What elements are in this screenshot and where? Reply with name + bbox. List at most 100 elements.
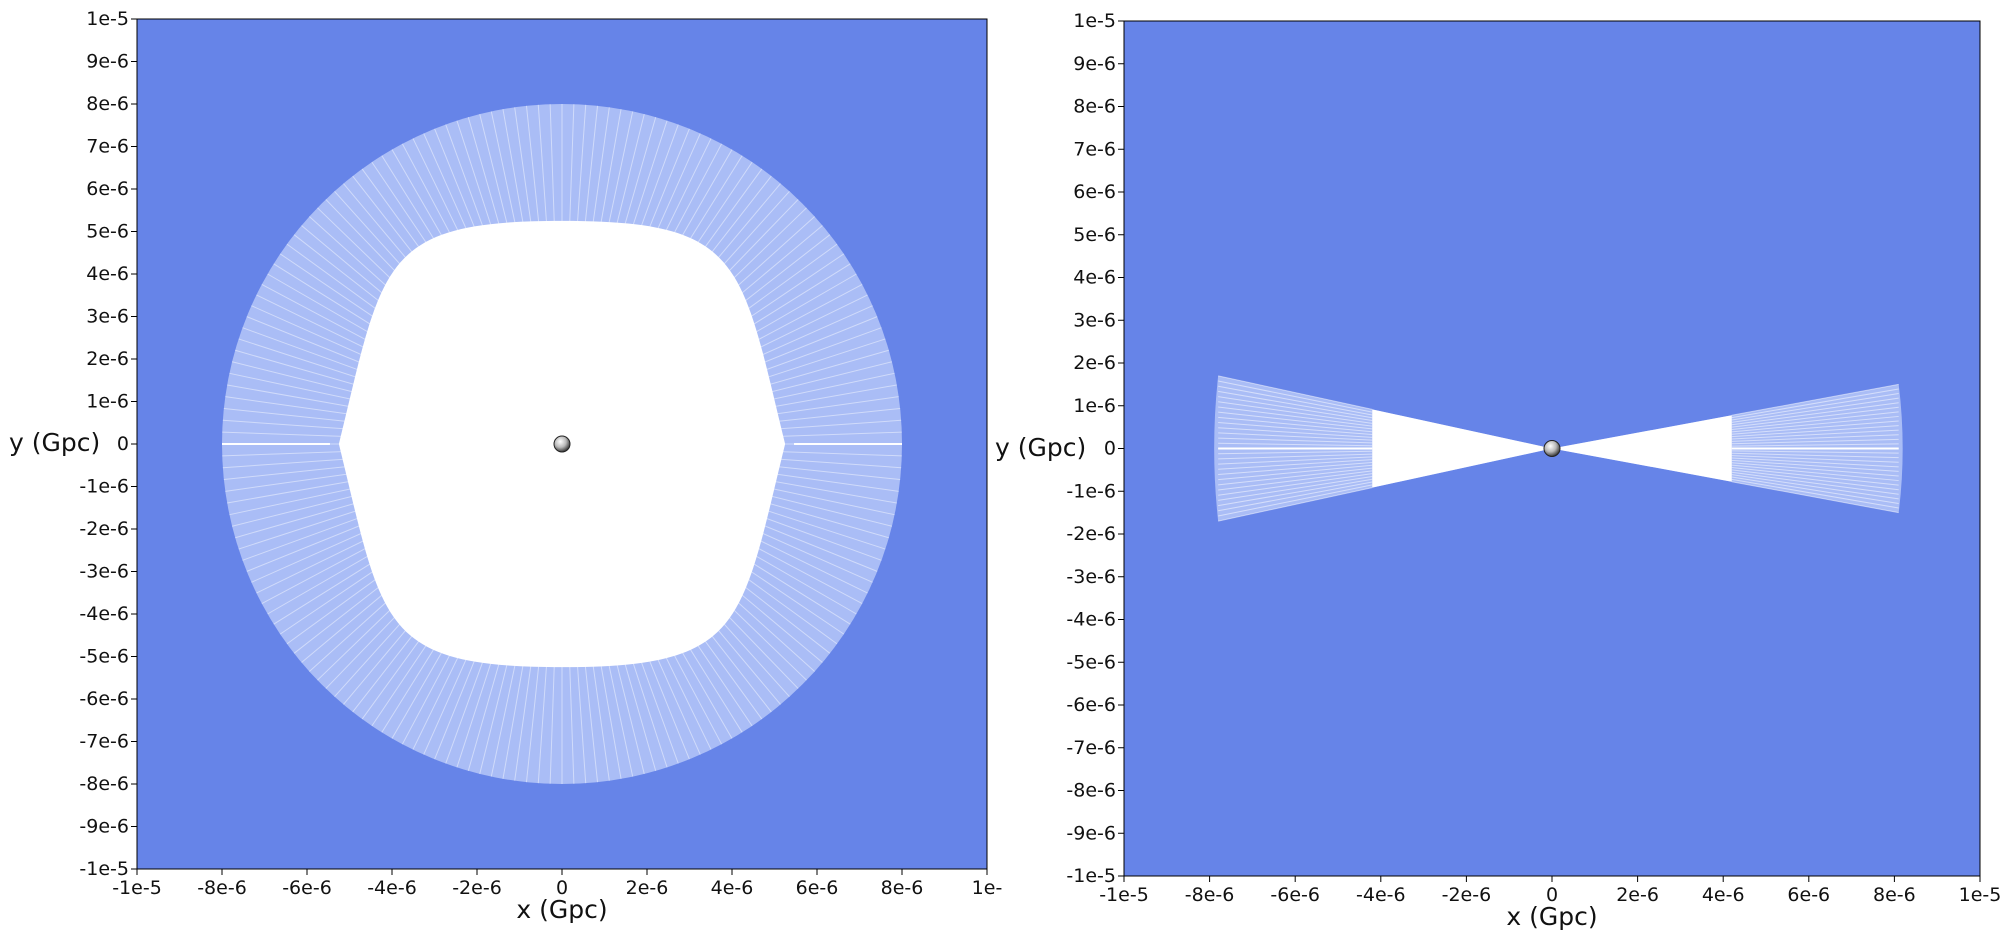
- y-tick-label: -6e-6: [79, 688, 129, 710]
- trajectory-line: [1218, 481, 1373, 512]
- y-tick-label: 1e-6: [86, 391, 129, 413]
- y-tick-label: -4e-6: [79, 603, 129, 625]
- x-tick-label: -1e-5: [1099, 884, 1149, 906]
- y-tick-label: 5e-6: [86, 221, 129, 243]
- trajectory-line: [1218, 432, 1373, 441]
- y-tick-label: -7e-6: [1066, 737, 1116, 759]
- trajectory-line: [1218, 390, 1373, 419]
- wedge-inner-right: [1552, 415, 1732, 482]
- y-tick-label: -9e-6: [1066, 822, 1116, 844]
- central-marker: [553, 435, 571, 453]
- trajectory-line: [1731, 474, 1899, 500]
- y-tick-label: 8e-6: [1073, 96, 1116, 118]
- trajectory-line: [1731, 420, 1899, 435]
- y-tick-label: 1e-5: [1073, 10, 1116, 32]
- y-tick-label: 7e-6: [86, 136, 129, 158]
- trajectory-line: [1218, 416, 1373, 433]
- x-tick-label: 0: [556, 877, 568, 899]
- x-tick-label: 6e-6: [1787, 884, 1830, 906]
- y-tick-label: -4e-6: [1066, 609, 1116, 631]
- y-tick-label: -7e-6: [79, 731, 129, 753]
- trajectory-line: [1731, 383, 1899, 416]
- y-tick-label: 6e-6: [1073, 181, 1116, 203]
- trajectory-line: [1731, 478, 1899, 509]
- trajectory-line: [1218, 422, 1373, 436]
- x-tick-label: 1e-5: [1959, 884, 2002, 906]
- y-tick-label: 1e-6: [1073, 395, 1116, 417]
- x-axis-label-left: x (Gpc): [516, 895, 607, 924]
- y-tick-label: -2e-6: [79, 518, 129, 540]
- x-tick-label: -4e-6: [1356, 884, 1406, 906]
- trajectory-line: [1731, 425, 1899, 438]
- trajectory-line: [1731, 415, 1899, 433]
- y-tick-label: -5e-6: [1066, 651, 1116, 673]
- x-tick-label: 6e-6: [796, 877, 839, 899]
- x-tick-label: -2e-6: [452, 877, 502, 899]
- trajectory-line: [1218, 470, 1373, 491]
- y-axis-label-left: y (Gpc): [9, 428, 100, 457]
- trajectory-line: [1731, 457, 1899, 468]
- x-tick-label: 2e-6: [1616, 884, 1659, 906]
- trajectory-line: [1731, 438, 1899, 445]
- y-tick-label: -9e-6: [79, 816, 129, 838]
- y-tick-label: -8e-6: [79, 773, 129, 795]
- x-ticks-left: -1e-5 -8e-6 -6e-6 -4e-6 -2e-6 0 2e-6 4e-6 6e-6 8e…: [112, 869, 1002, 899]
- trajectory-line: [1218, 437, 1373, 444]
- trajectory-line: [1218, 406, 1373, 427]
- trajectory-line: [1218, 467, 1373, 486]
- trajectory-line: [1731, 388, 1899, 419]
- trajectory-line: [1218, 459, 1373, 470]
- trajectory-line: [1731, 462, 1899, 477]
- x-tick-label: -1e-5: [112, 877, 162, 899]
- x-tick-label: 1e-: [972, 877, 1003, 899]
- trajectory-lines-left: [1218, 375, 1373, 522]
- trajectory-line: [1218, 473, 1373, 496]
- x-tick-label: 4e-6: [1702, 884, 1745, 906]
- trajectory-line: [1218, 487, 1373, 522]
- trajectory-line: [1731, 455, 1899, 463]
- trajectory-line: [1731, 429, 1899, 440]
- trajectory-line: [1218, 450, 1373, 455]
- y-tick-label: -6e-6: [1066, 694, 1116, 716]
- x-tick-label: -8e-6: [1185, 884, 1235, 906]
- trajectory-line: [1731, 452, 1899, 459]
- wedge-inner-left: [1372, 409, 1552, 488]
- trajectory-line: [1218, 478, 1373, 507]
- y-tick-label: 6e-6: [86, 178, 129, 200]
- y-tick-label: 4e-6: [1073, 267, 1116, 289]
- y-axis-label-right: y (Gpc): [995, 433, 1086, 462]
- y-tick-label: 7e-6: [1073, 138, 1116, 160]
- x-axis-label-right: x (Gpc): [1506, 902, 1597, 931]
- data-marks-right: [1214, 375, 1903, 522]
- y-tick-label: 1e-5: [86, 8, 129, 30]
- y-tick-label: -8e-6: [1066, 780, 1116, 802]
- y-tick-label: -1e-5: [1066, 865, 1116, 887]
- y-tick-label: 9e-6: [86, 51, 129, 73]
- x-tick-label: 8e-6: [881, 877, 924, 899]
- trajectory-line: [1731, 450, 1899, 454]
- y-tick-label: 0: [1104, 438, 1116, 460]
- trajectory-line: [1218, 475, 1373, 501]
- y-ticks-right: 1e-5 9e-6 8e-6 7e-6 6e-6 5e-6 4e-6 3e-6 2e-6 1e-6…: [1066, 10, 1124, 887]
- trajectory-line: [1731, 411, 1899, 430]
- x-tick-label: 8e-6: [1873, 884, 1916, 906]
- x-tick-label: -4e-6: [367, 877, 417, 899]
- trajectory-line: [1731, 476, 1899, 504]
- trajectory-line: [1218, 453, 1373, 460]
- y-tick-label: -2e-6: [1066, 523, 1116, 545]
- y-tick-label: -3e-6: [79, 561, 129, 583]
- y-ticks-left: 1e-5 9e-6 8e-6 7e-6 6e-6 5e-6 4e-6 3e-6 2e-6 1e-6…: [79, 8, 137, 880]
- x-tick-label: 4e-6: [711, 877, 754, 899]
- y-tick-label: 2e-6: [1073, 352, 1116, 374]
- y-tick-label: 4e-6: [86, 263, 129, 285]
- central-marker: [1543, 440, 1561, 457]
- x-tick-label: -2e-6: [1442, 884, 1492, 906]
- trajectory-line: [1218, 380, 1373, 413]
- trajectory-line: [1731, 397, 1899, 423]
- data-marks-left: [222, 104, 902, 784]
- y-tick-label: 2e-6: [86, 348, 129, 370]
- y-tick-label: -3e-6: [1066, 566, 1116, 588]
- trajectory-line: [1731, 471, 1899, 495]
- x-tick-label: -6e-6: [282, 877, 332, 899]
